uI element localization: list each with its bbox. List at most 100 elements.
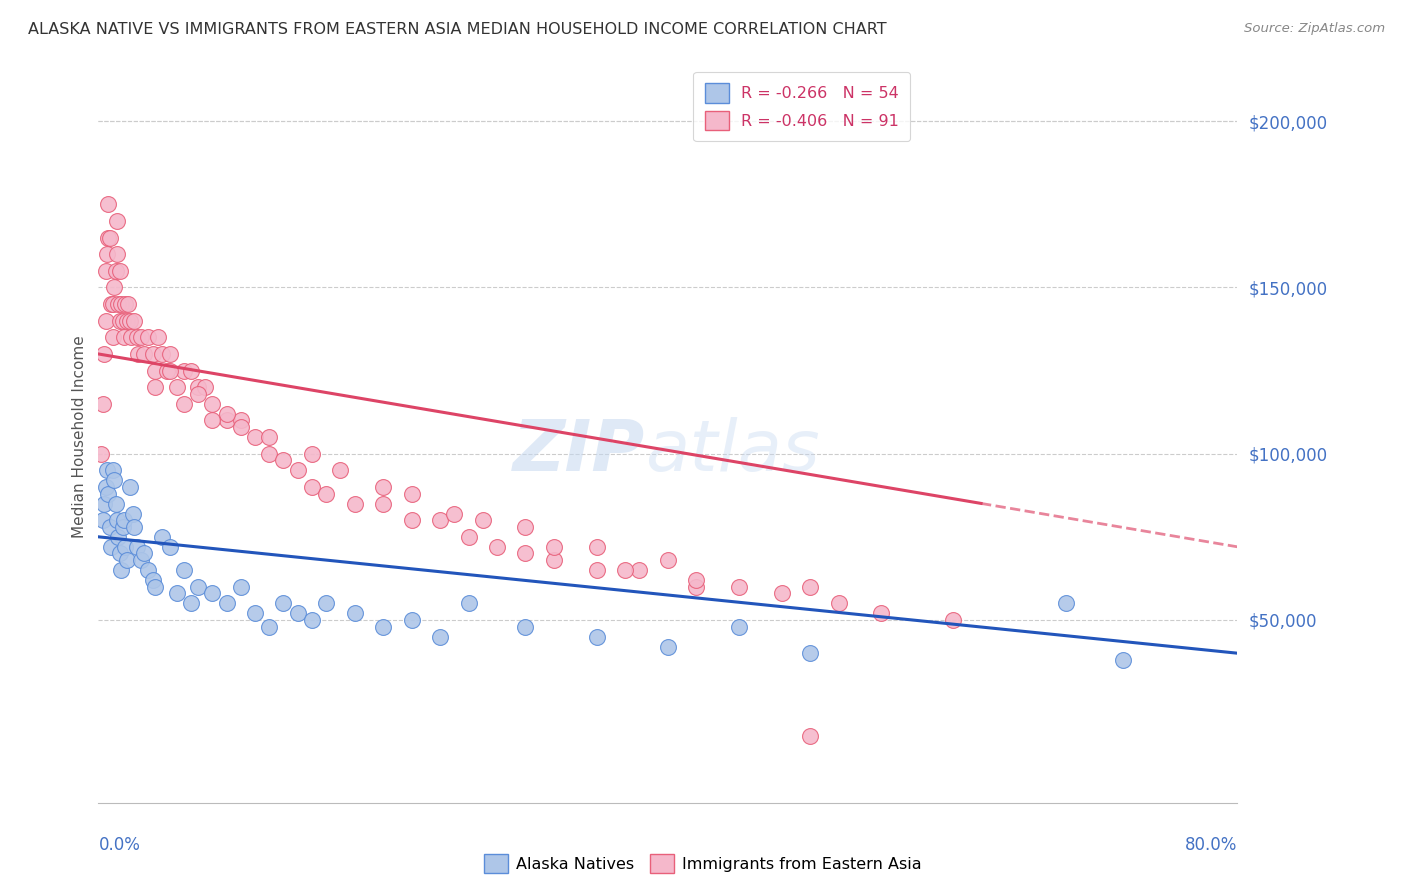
Point xyxy=(287,463,309,477)
Point xyxy=(129,330,152,344)
Text: ALASKA NATIVE VS IMMIGRANTS FROM EASTERN ASIA MEDIAN HOUSEHOLD INCOME CORRELATIO: ALASKA NATIVE VS IMMIGRANTS FROM EASTERN… xyxy=(28,22,887,37)
Point xyxy=(110,297,132,311)
Point xyxy=(870,607,893,621)
Point xyxy=(145,363,167,377)
Point xyxy=(97,486,120,500)
Legend: R = -0.266   N = 54, R = -0.406   N = 91: R = -0.266 N = 54, R = -0.406 N = 91 xyxy=(693,72,911,141)
Point xyxy=(103,280,125,294)
Point xyxy=(93,347,115,361)
Point xyxy=(108,546,131,560)
Text: ZIP: ZIP xyxy=(513,417,645,486)
Point xyxy=(173,563,195,577)
Point xyxy=(159,347,181,361)
Point xyxy=(229,413,252,427)
Point xyxy=(315,596,337,610)
Point xyxy=(799,580,821,594)
Point xyxy=(96,247,118,261)
Point xyxy=(117,297,139,311)
Point xyxy=(129,553,152,567)
Point xyxy=(127,347,149,361)
Point xyxy=(136,330,159,344)
Point xyxy=(93,497,115,511)
Point xyxy=(108,314,131,328)
Point xyxy=(201,397,224,411)
Point xyxy=(145,380,167,394)
Point xyxy=(98,230,121,244)
Point xyxy=(1112,653,1135,667)
Point xyxy=(728,619,751,633)
Point xyxy=(122,314,145,328)
Point xyxy=(118,314,141,328)
Point xyxy=(243,430,266,444)
Point xyxy=(118,480,141,494)
Point xyxy=(229,580,252,594)
Point xyxy=(215,596,238,610)
Point xyxy=(173,397,195,411)
Point xyxy=(301,613,323,627)
Point xyxy=(120,330,142,344)
Point xyxy=(301,447,323,461)
Point xyxy=(91,513,114,527)
Point xyxy=(471,513,494,527)
Point xyxy=(180,363,202,377)
Point xyxy=(273,596,295,610)
Point xyxy=(443,507,465,521)
Point xyxy=(685,580,707,594)
Point xyxy=(125,330,148,344)
Point xyxy=(94,264,117,278)
Text: Source: ZipAtlas.com: Source: ZipAtlas.com xyxy=(1244,22,1385,36)
Point xyxy=(728,580,751,594)
Point xyxy=(141,573,163,587)
Point xyxy=(132,347,155,361)
Point xyxy=(152,347,174,361)
Point xyxy=(828,596,851,610)
Point xyxy=(104,497,127,511)
Point xyxy=(166,380,188,394)
Point xyxy=(259,430,281,444)
Point xyxy=(799,729,821,743)
Point xyxy=(259,619,281,633)
Text: atlas: atlas xyxy=(645,417,820,486)
Point xyxy=(103,473,125,487)
Point xyxy=(159,540,181,554)
Point xyxy=(287,607,309,621)
Point xyxy=(401,486,423,500)
Point xyxy=(110,563,132,577)
Point xyxy=(401,613,423,627)
Point xyxy=(329,463,352,477)
Point xyxy=(301,480,323,494)
Point xyxy=(152,530,174,544)
Point xyxy=(543,553,565,567)
Y-axis label: Median Household Income: Median Household Income xyxy=(72,335,87,539)
Point xyxy=(90,447,112,461)
Point xyxy=(657,640,679,654)
Point xyxy=(614,563,637,577)
Point xyxy=(94,480,117,494)
Point xyxy=(94,314,117,328)
Point xyxy=(515,619,537,633)
Point xyxy=(343,497,366,511)
Point xyxy=(156,363,179,377)
Point xyxy=(373,480,395,494)
Point xyxy=(373,497,395,511)
Point xyxy=(125,540,148,554)
Point xyxy=(201,413,224,427)
Point xyxy=(259,447,281,461)
Point xyxy=(148,330,170,344)
Point xyxy=(112,330,135,344)
Point xyxy=(122,520,145,534)
Point xyxy=(215,413,238,427)
Point xyxy=(187,387,209,401)
Point xyxy=(215,407,238,421)
Point xyxy=(98,520,121,534)
Point xyxy=(111,520,134,534)
Point xyxy=(100,540,122,554)
Point xyxy=(111,314,134,328)
Point xyxy=(685,573,707,587)
Point xyxy=(343,607,366,621)
Point xyxy=(115,553,138,567)
Point xyxy=(486,540,509,554)
Point xyxy=(112,513,135,527)
Point xyxy=(105,247,128,261)
Point xyxy=(457,596,479,610)
